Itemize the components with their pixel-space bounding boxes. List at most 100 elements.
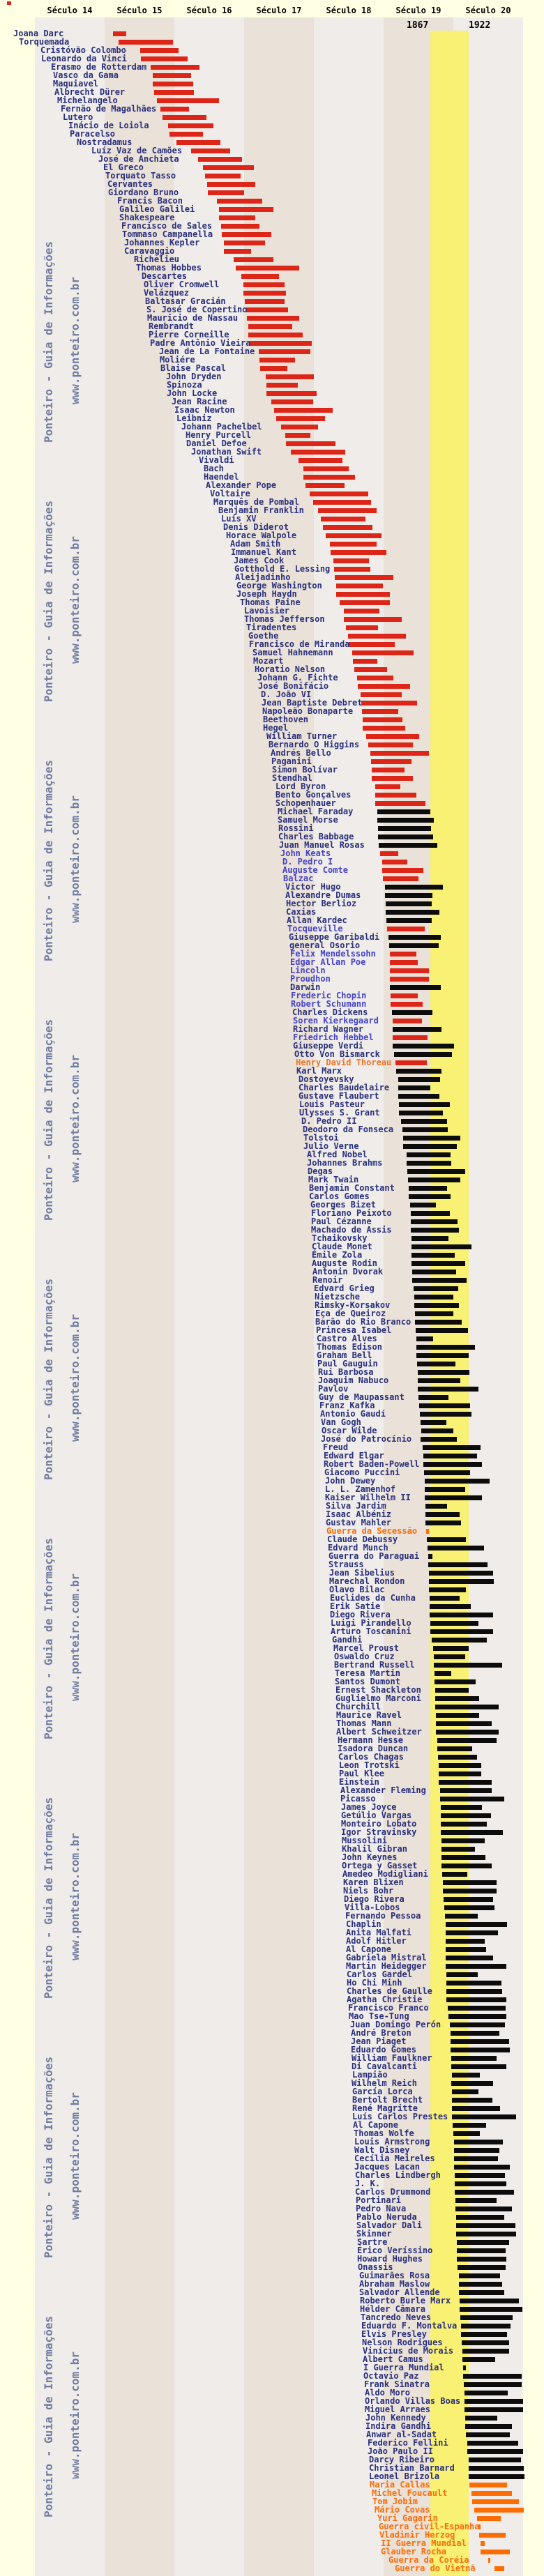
person-link[interactable]: Charles Lindbergh (355, 2170, 441, 2180)
person-link[interactable]: Benjamin Franklin (218, 505, 304, 515)
person-link[interactable]: Onassis (358, 2262, 393, 2272)
person-link[interactable]: Érico Veríssino (357, 2246, 433, 2255)
person-link[interactable]: Vinícius de Morais (363, 2346, 454, 2356)
person-link[interactable]: Antonio Gaudí (320, 1409, 386, 1419)
person-link[interactable]: Pablo Neruda (356, 2212, 417, 2222)
person-link[interactable]: Henry David Thoreau (296, 1058, 392, 1067)
person-link[interactable]: Nietzsche (315, 1292, 361, 1302)
person-link[interactable]: Santos Dumont (335, 1677, 400, 1686)
person-link[interactable]: Jean Sibelius (329, 1568, 395, 1578)
person-link[interactable]: D. Pedro II (301, 1116, 357, 1126)
person-link[interactable]: general Osorio (289, 940, 361, 950)
person-link[interactable]: Proudhon (290, 974, 331, 984)
war-link[interactable]: Guerra da Secessão (326, 1526, 418, 1536)
person-link[interactable]: Vladimir Herzog (379, 2530, 455, 2540)
person-link[interactable]: John Keats (280, 848, 331, 858)
person-link[interactable]: Diego Rivera (344, 1894, 405, 1904)
person-link[interactable]: Aleijadinho (235, 572, 291, 582)
person-link[interactable]: Johann Pachelbel (181, 422, 262, 432)
person-link[interactable]: Lord Byron (275, 782, 326, 791)
person-link[interactable]: Jean Baptiste Debret (262, 698, 363, 708)
person-link[interactable]: Adam Smith (230, 539, 281, 549)
person-link[interactable]: Oscar Wilde (322, 1426, 377, 1435)
person-link[interactable]: Oswaldo Cruz (334, 1652, 395, 1661)
person-link[interactable]: José Bonifácio (258, 681, 329, 691)
person-link[interactable]: Thomas Hobbes (136, 263, 202, 273)
person-link[interactable]: Ortega y Gasset (342, 1861, 418, 1870)
person-link[interactable]: Samuel Morse (278, 815, 338, 825)
person-link[interactable]: Guglielmo Marconi (335, 1693, 421, 1703)
person-link[interactable]: Lavoisier (244, 606, 290, 616)
person-link[interactable]: Anita Malfati (346, 1928, 411, 1937)
person-link[interactable]: Leibniz (176, 413, 212, 423)
person-link[interactable]: Shakespeare (119, 213, 175, 222)
person-link[interactable]: Barão do Rio Branco (315, 1317, 411, 1327)
person-link[interactable]: Paul Klee (339, 1769, 385, 1778)
person-link[interactable]: Dostoyevsky (299, 1074, 354, 1084)
person-link[interactable]: Picasso (340, 1794, 376, 1804)
person-link[interactable]: Marcel Proust (333, 1643, 399, 1653)
person-link[interactable]: Isaac Newton (174, 405, 235, 415)
person-link[interactable]: Marechal Rondon (329, 1576, 405, 1586)
person-link[interactable]: João Paulo II (368, 2446, 433, 2456)
person-link[interactable]: Gabriela Mistral (346, 1953, 427, 1963)
person-link[interactable]: Giuseppe Verdi (293, 1041, 364, 1051)
person-link[interactable]: Tancredo Neves (361, 2312, 432, 2322)
person-link[interactable]: Julio Verne (303, 1141, 359, 1151)
person-link[interactable]: Edvard Munch (328, 1543, 388, 1553)
person-link[interactable]: Horatio Nelson (255, 664, 326, 674)
person-link[interactable]: Degas (308, 1166, 333, 1176)
person-link[interactable]: Ho Chi Minh (347, 1978, 402, 1988)
person-link[interactable]: Einstein (339, 1777, 379, 1787)
person-link[interactable]: Ernest Shackleton (335, 1685, 421, 1695)
person-link[interactable]: George Washington (236, 581, 322, 590)
person-link[interactable]: Thomas Jefferson (244, 614, 325, 624)
person-link[interactable]: Immanuel Kant (231, 547, 296, 557)
person-link[interactable]: Luíz Vaz de Camões (91, 146, 183, 155)
person-link[interactable]: El Greco (103, 162, 144, 172)
war-link[interactable]: I Guerra Mundial (363, 2363, 444, 2372)
person-link[interactable]: Churchill (335, 1702, 381, 1712)
person-link[interactable]: Juan Manuel Rosas (279, 840, 365, 850)
person-link[interactable]: William Turner (266, 731, 338, 741)
person-link[interactable]: Alexander Fleming (340, 1785, 426, 1795)
person-link[interactable]: Bertolt Brecht (352, 2095, 423, 2105)
person-link[interactable]: John Keynes (342, 1852, 398, 1862)
person-link[interactable]: Van Gogh (321, 1417, 361, 1427)
person-link[interactable]: Baltasar Gracián (145, 296, 226, 306)
person-link[interactable]: Rossini (278, 823, 314, 833)
person-link[interactable]: Mário Covas (375, 2505, 430, 2515)
person-link[interactable]: Jacques Lacan (354, 2162, 420, 2172)
person-link[interactable]: Darcy Ribeiro (369, 2455, 435, 2464)
person-link[interactable]: Paul Cézanne (311, 1217, 372, 1226)
person-link[interactable]: José de Anchieta (98, 154, 179, 164)
person-link[interactable]: Alexandre Dumas (285, 890, 361, 900)
person-link[interactable]: Lampião (352, 2070, 388, 2080)
person-link[interactable]: García Lorca (352, 2087, 413, 2096)
person-link[interactable]: S. José de Copertino (146, 305, 248, 314)
war-link[interactable]: Guerra da Coréia (388, 2555, 469, 2565)
person-link[interactable]: Mao Tse-Tung (349, 2011, 409, 2021)
person-link[interactable]: Isadora Duncan (338, 1744, 409, 1753)
person-link[interactable]: Antonin Dvorak (312, 1267, 384, 1276)
person-link[interactable]: Octavio Paz (363, 2371, 419, 2381)
person-link[interactable]: Francisco de Sales (121, 221, 213, 231)
person-link[interactable]: Machado de Assis (311, 1225, 392, 1235)
person-link[interactable]: Gotthold E. Lessing (234, 564, 331, 574)
person-link[interactable]: Albrecht Dürer (54, 87, 126, 97)
person-link[interactable]: Descartes (142, 271, 188, 281)
person-link[interactable]: Velázquez (144, 288, 190, 298)
war-link[interactable]: Guerra civil-Espanha (379, 2522, 480, 2531)
person-link[interactable]: Deodoro da Fonseca (303, 1125, 394, 1134)
person-link[interactable]: Alexander Pope (206, 480, 277, 490)
person-link[interactable]: Michelangelo (57, 96, 118, 105)
person-link[interactable]: Nelson Rodrigues (362, 2338, 443, 2347)
person-link[interactable]: Auguste Comte (282, 865, 348, 875)
person-link[interactable]: Federico Fellini (368, 2438, 448, 2448)
person-link[interactable]: Cristóvão Colombo (40, 45, 126, 55)
person-link[interactable]: Walt Disney (354, 2145, 410, 2155)
person-link[interactable]: Orlando Villas Boas (365, 2396, 461, 2406)
person-link[interactable]: Pedro Nava (356, 2204, 407, 2213)
person-link[interactable]: Henry Purcell (186, 430, 251, 440)
person-link[interactable]: Guimarães Rosa (359, 2271, 430, 2280)
